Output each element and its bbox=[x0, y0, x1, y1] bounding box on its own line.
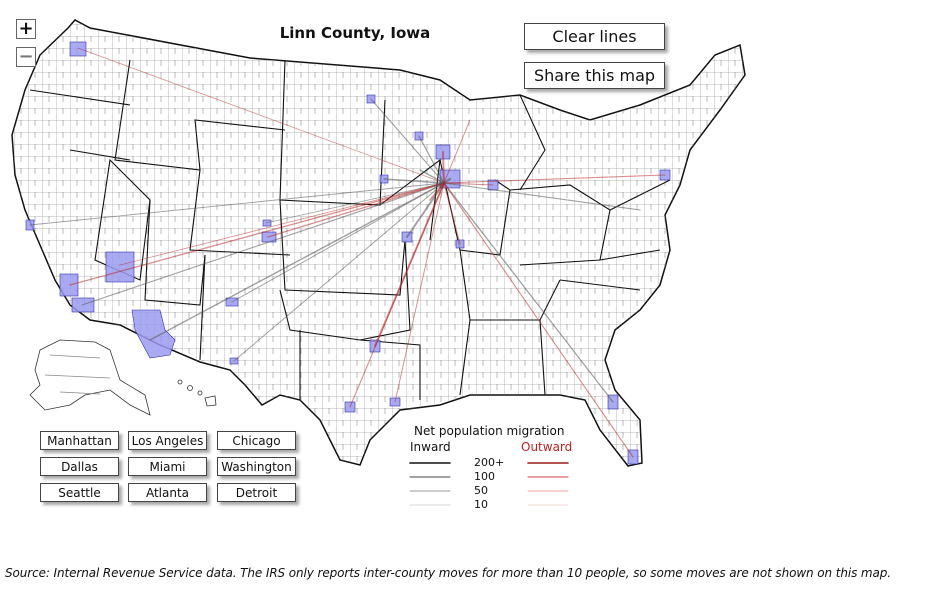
us-county-map[interactable] bbox=[0, 0, 947, 540]
outward-migration-line bbox=[119, 182, 445, 266]
outward-migration-line bbox=[69, 182, 445, 286]
inward-migration-line bbox=[419, 169, 445, 184]
inward-migration-line bbox=[443, 182, 641, 211]
legend-inward-label: Inward bbox=[410, 440, 451, 454]
inward-migration-line bbox=[442, 177, 452, 185]
inward-migration-line bbox=[149, 182, 445, 341]
hawaii bbox=[177, 379, 217, 407]
outward-migration-line bbox=[443, 182, 461, 245]
inward-migration-line bbox=[383, 178, 445, 184]
city-button-dallas[interactable]: Dallas bbox=[40, 457, 119, 476]
legend-title: Net population migration bbox=[414, 424, 565, 438]
inward-migration-line bbox=[443, 182, 614, 403]
zoom-out-button[interactable]: − bbox=[16, 47, 36, 67]
outward-migration-line bbox=[443, 174, 666, 184]
migration-lines bbox=[29, 47, 666, 458]
outward-migration-line bbox=[442, 151, 445, 184]
clear-lines-button[interactable]: Clear lines bbox=[524, 23, 665, 50]
inward-migration-line bbox=[406, 182, 445, 238]
map-title: Linn County, Iowa bbox=[279, 24, 431, 42]
legend-value: 50 bbox=[474, 484, 488, 497]
share-map-button[interactable]: Share this map bbox=[524, 62, 665, 89]
zoom-in-button[interactable]: + bbox=[16, 19, 36, 39]
outward-migration-line bbox=[429, 182, 445, 201]
legend-samples bbox=[409, 462, 569, 506]
outward-migration-line bbox=[349, 182, 445, 408]
legend-value: 200+ bbox=[474, 456, 505, 469]
outward-migration-line bbox=[267, 182, 445, 238]
alaska bbox=[29, 339, 151, 416]
outward-migration-line bbox=[443, 119, 471, 184]
source-note: Source: Internal Revenue Service data. T… bbox=[5, 566, 892, 580]
city-button-chicago[interactable]: Chicago bbox=[217, 431, 296, 450]
city-button-washington[interactable]: Washington bbox=[217, 457, 296, 476]
inward-migration-line bbox=[29, 182, 445, 226]
outward-migration-line bbox=[394, 182, 445, 403]
inward-migration-line bbox=[370, 98, 445, 184]
city-button-los-angeles[interactable]: Los Angeles bbox=[128, 431, 207, 450]
city-button-detroit[interactable]: Detroit bbox=[217, 483, 296, 502]
city-button-manhattan[interactable]: Manhattan bbox=[40, 431, 119, 450]
legend-value: 100 bbox=[474, 470, 495, 483]
outward-migration-line bbox=[77, 47, 445, 184]
city-button-seattle[interactable]: Seattle bbox=[40, 483, 119, 502]
outward-migration-line bbox=[443, 182, 634, 458]
legend-outward-label: Outward bbox=[521, 440, 573, 454]
inward-migration-line bbox=[231, 182, 445, 303]
inward-migration-line bbox=[418, 135, 445, 184]
outward-migration-line bbox=[443, 182, 494, 186]
inward-migration-line bbox=[233, 182, 445, 362]
inward-migration-line bbox=[265, 182, 445, 224]
inward-migration-line bbox=[81, 182, 445, 306]
legend-value: 10 bbox=[474, 498, 488, 511]
city-button-miami[interactable]: Miami bbox=[128, 457, 207, 476]
city-button-atlanta[interactable]: Atlanta bbox=[128, 483, 207, 502]
